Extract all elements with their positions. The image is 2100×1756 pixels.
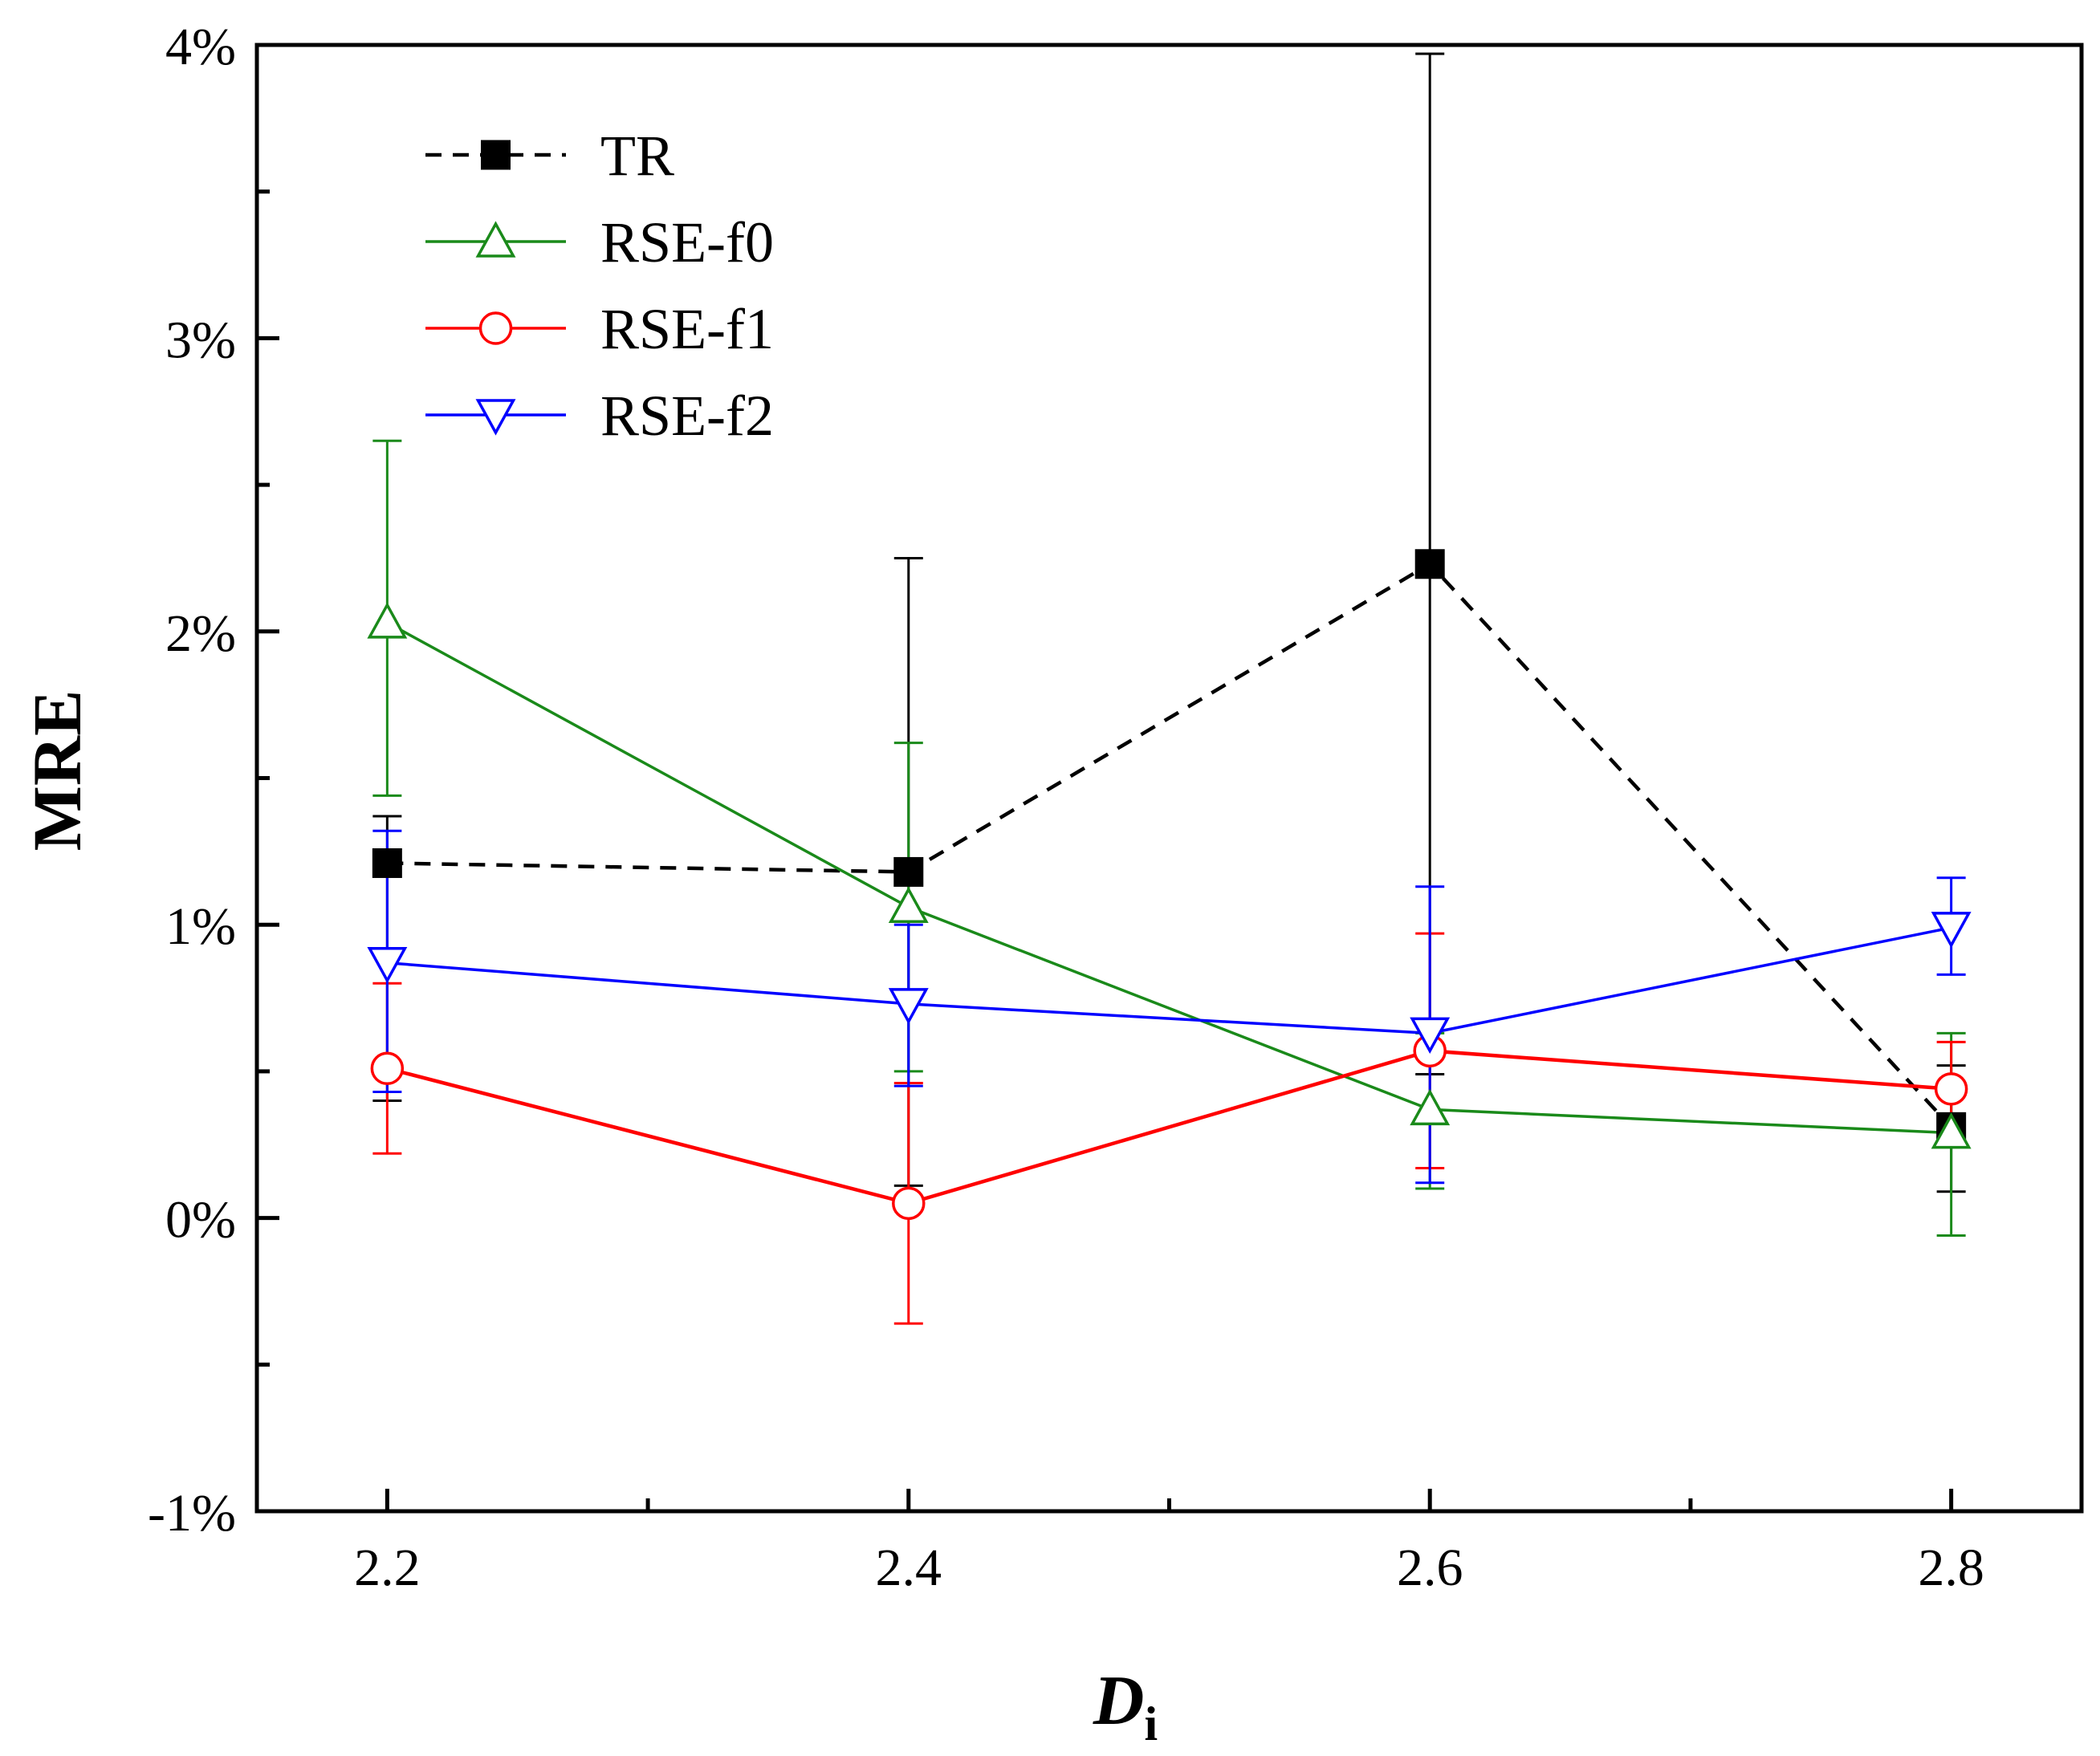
legend-marker bbox=[478, 311, 513, 345]
series-line-rse-f0 bbox=[386, 621, 1951, 1135]
legend-marker bbox=[475, 399, 516, 436]
error-bars-rse-f0 bbox=[372, 439, 1966, 1238]
series-line-rse-f1 bbox=[386, 1049, 1951, 1205]
y-axis-title: MRE bbox=[18, 690, 96, 852]
data-point bbox=[888, 886, 929, 924]
markers-rse-f2 bbox=[367, 912, 1972, 1055]
data-point bbox=[1410, 1088, 1451, 1126]
series-line-tr bbox=[387, 561, 1953, 1128]
y-tick-label: 1% bbox=[165, 897, 236, 956]
legend-marker bbox=[475, 221, 516, 258]
y-tick-label: 0% bbox=[165, 1191, 236, 1250]
legend-label: RSE-f1 bbox=[600, 297, 774, 361]
data-point bbox=[893, 856, 924, 887]
data-point bbox=[1934, 1072, 1968, 1106]
data-point bbox=[370, 1051, 405, 1085]
x-axis-title-main: D bbox=[1093, 1662, 1145, 1740]
data-point bbox=[892, 1186, 926, 1221]
data-point bbox=[367, 946, 408, 984]
data-point bbox=[1414, 549, 1445, 579]
y-tick-label: 2% bbox=[165, 604, 236, 663]
y-tick-label: -1% bbox=[148, 1484, 236, 1543]
legend-entry-rse-f1: RSE-f1 bbox=[425, 297, 774, 361]
y-axis: -1% 0% 1% 2% 3% 4% bbox=[148, 18, 279, 1543]
series-line-rse-f2 bbox=[387, 926, 1951, 1035]
legend-label: RSE-f2 bbox=[600, 384, 774, 448]
x-tick-label: 2.8 bbox=[1918, 1539, 1984, 1597]
legend-entry-tr: TR bbox=[425, 124, 674, 188]
legend: TR RSE-f0 RSE-f1 RSE-f2 bbox=[425, 124, 774, 448]
x-axis-title: Di bbox=[1093, 1662, 1158, 1750]
y-tick-label: 3% bbox=[165, 311, 236, 369]
legend-label: RSE-f0 bbox=[600, 210, 774, 274]
legend-marker bbox=[481, 140, 511, 170]
data-point bbox=[1931, 912, 1972, 949]
legend-entry-rse-f2: RSE-f2 bbox=[425, 384, 774, 448]
markers-tr bbox=[372, 549, 1967, 1142]
data-point bbox=[888, 988, 929, 1025]
series-layer bbox=[367, 52, 1972, 1325]
x-tick-label: 2.2 bbox=[354, 1539, 421, 1597]
plot-frame bbox=[254, 43, 2084, 1514]
data-point bbox=[367, 602, 408, 639]
x-axis-title-subscript: i bbox=[1144, 1697, 1158, 1750]
y-tick-label: 4% bbox=[165, 18, 236, 76]
x-tick-label: 2.4 bbox=[876, 1539, 942, 1597]
x-tick-label: 2.6 bbox=[1397, 1539, 1463, 1597]
markers-rse-f0 bbox=[367, 602, 1972, 1149]
legend-entry-rse-f0: RSE-f0 bbox=[425, 210, 774, 274]
data-point bbox=[1931, 1112, 1972, 1149]
data-point bbox=[1410, 1017, 1451, 1055]
data-point bbox=[372, 848, 402, 878]
legend-label: TR bbox=[600, 124, 674, 188]
x-axis: 2.2 2.4 2.6 2.8 bbox=[354, 1489, 1984, 1597]
